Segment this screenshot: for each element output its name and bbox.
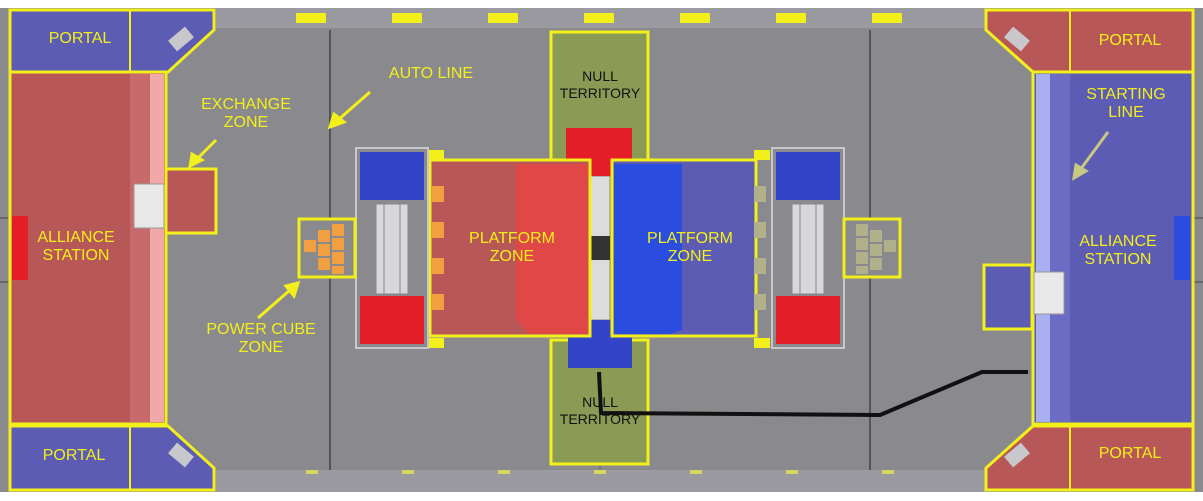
power-cube-stack-right: [856, 224, 896, 274]
starting-line-arrow: [1072, 131, 1110, 181]
platform-corner-markers: [428, 150, 770, 348]
portal-bottom-right-shape: [984, 424, 1195, 492]
right-starting-strip: [1036, 74, 1050, 422]
portal-top-left-chute: [168, 26, 194, 52]
power-cube-zone-label: POWER CUBE ZONE: [206, 321, 316, 356]
portal-top-right-shape: [984, 8, 1195, 74]
auto-line-label: AUTO LINE: [388, 65, 474, 82]
platform-right-ramp: [614, 164, 682, 334]
portal-bottom-left-chute: [168, 442, 194, 468]
null-territory-top-label: NULL TERRITORY: [559, 68, 641, 101]
portal-bottom-left-shape: [8, 424, 216, 492]
platform-right-bumps: [754, 186, 766, 310]
bottom-lights: [306, 470, 894, 474]
left-driver-station-light: [12, 216, 28, 280]
annotation-arrows: [188, 90, 371, 320]
switch-right-plate-top: [776, 152, 840, 200]
exchange-zone-label: EXCHANGE ZONE: [201, 96, 291, 131]
switch-left-plate-top: [360, 152, 424, 200]
right-exchange-port: [1033, 271, 1065, 315]
portal-top-right-chute: [1004, 26, 1030, 52]
null-territory-bottom-label: NULL TERRITORY: [559, 394, 641, 427]
switch-right-plate-bottom: [776, 296, 840, 344]
top-lights: [296, 13, 902, 23]
switch-right-arm: [791, 203, 825, 295]
robot-path-line: [597, 370, 1028, 417]
portal-bottom-right-label: PORTAL: [1098, 445, 1162, 462]
left-alliance-wall: [130, 74, 150, 422]
bottom-rail: [216, 470, 986, 492]
left-starting-strip: [150, 74, 164, 422]
platform-zone-right-label: PLATFORM ZONE: [647, 230, 733, 265]
alliance-station-left-label: ALLIANCE STATION: [37, 229, 115, 264]
switch-left-plate-bottom: [360, 296, 424, 344]
platform-zone-left-label: PLATFORM ZONE: [469, 230, 555, 265]
right-driver-station-light: [1174, 216, 1190, 280]
switch-left-arm: [375, 203, 409, 295]
exchange-zone-right: [982, 263, 1034, 331]
power-cube-stack-left: [304, 224, 344, 274]
starting-line-label: STARTING LINE: [1086, 86, 1166, 121]
platform-left-ramp: [516, 164, 588, 334]
scale-fulcrum: [590, 236, 610, 260]
exchange-zone-left: [164, 167, 218, 235]
portal-top-left-label: PORTAL: [48, 30, 112, 47]
portal-bottom-right-chute: [1004, 442, 1030, 468]
portal-top-right-label: PORTAL: [1098, 32, 1162, 49]
portal-bottom-left-label: PORTAL: [42, 447, 106, 464]
alliance-station-right-label: ALLIANCE STATION: [1079, 233, 1157, 268]
portal-top-left-shape: [8, 8, 216, 74]
platform-left-bumps: [432, 186, 444, 310]
left-exchange-port: [133, 183, 165, 229]
right-alliance-wall: [1050, 74, 1070, 422]
